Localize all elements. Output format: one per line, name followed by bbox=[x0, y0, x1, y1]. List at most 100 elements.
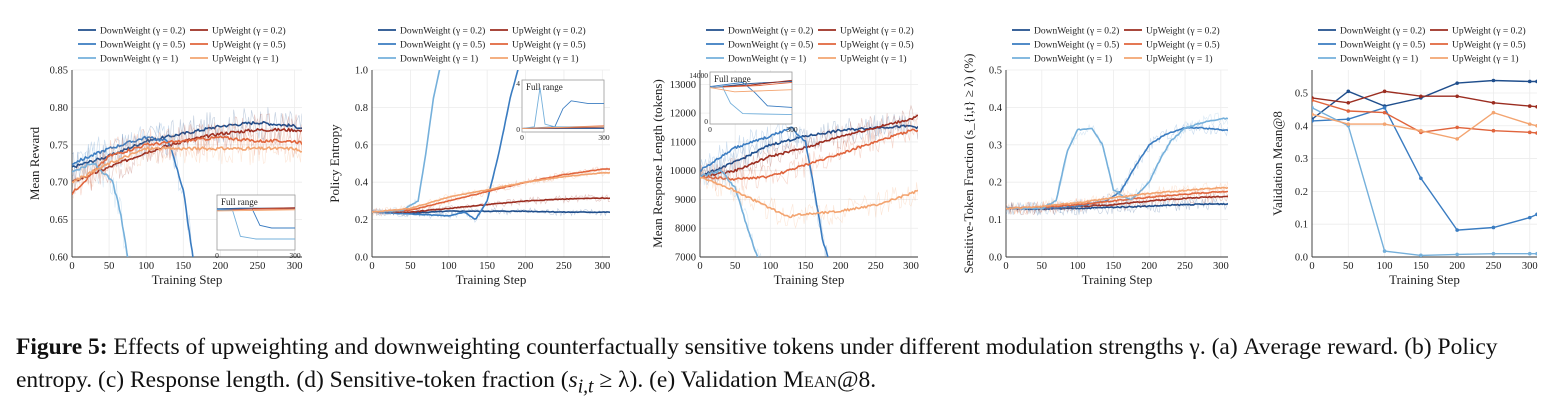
series-point bbox=[1527, 130, 1532, 135]
series-line bbox=[1006, 186, 1228, 210]
series-point bbox=[1419, 94, 1423, 99]
legend-label: DownWeight (γ = 1) bbox=[1340, 54, 1418, 65]
chart-panel-4: 0 50 100 150 200 250 300 0.0 0.1 0.2 0.3 0.4 0.5 Trai… bbox=[961, 26, 1229, 288]
inset-x-tick: 0 bbox=[215, 251, 219, 260]
series-line bbox=[372, 197, 610, 214]
series-line bbox=[1312, 111, 1537, 140]
series-noise-trace bbox=[1006, 185, 1228, 215]
legend-label: UpWeight (γ = 1) bbox=[1146, 54, 1213, 65]
series-point bbox=[1346, 109, 1351, 113]
y-axis-label: Policy Entropy bbox=[327, 124, 342, 203]
legend-label: DownWeight (γ = 1) bbox=[100, 54, 178, 65]
legend-label: DownWeight (γ = 1) bbox=[728, 54, 806, 65]
series-point bbox=[1382, 110, 1387, 115]
inset-full-range: Full range 0 300 0 14000 bbox=[689, 71, 798, 134]
legend-label: DownWeight (γ = 0.2) bbox=[1034, 26, 1119, 37]
x-tick-label: 50 bbox=[1343, 261, 1354, 272]
y-tick-label: 9000 bbox=[675, 195, 696, 206]
series-point bbox=[1535, 131, 1537, 135]
inset-label: Full range bbox=[221, 197, 258, 207]
series-point bbox=[1455, 125, 1459, 130]
series-point bbox=[1419, 176, 1423, 181]
series-point bbox=[1491, 78, 1496, 83]
x-axis-label: Training Step bbox=[152, 272, 223, 287]
legend-label: UpWeight (γ = 0.5) bbox=[512, 40, 586, 51]
x-tick-label: 150 bbox=[1413, 261, 1429, 272]
series-point bbox=[1535, 251, 1537, 256]
inset-series-line bbox=[522, 87, 604, 129]
x-tick-label: 300 bbox=[903, 261, 919, 272]
legend-label: DownWeight (γ = 0.5) bbox=[728, 40, 813, 51]
y-tick-label: 1.0 bbox=[355, 66, 368, 77]
legend-label: DownWeight (γ = 1) bbox=[1034, 54, 1112, 65]
x-tick-label: 100 bbox=[441, 261, 457, 272]
plot-area bbox=[1312, 78, 1537, 257]
y-tick-label: 0.5 bbox=[1295, 88, 1308, 99]
series-point bbox=[1382, 105, 1387, 110]
x-tick-label: 100 bbox=[1377, 261, 1393, 272]
series-point bbox=[1491, 225, 1496, 230]
x-axis-label: Training Step bbox=[1082, 272, 1153, 287]
inset-series-line bbox=[522, 100, 604, 129]
chart-panel-3: 0 50 100 150 200 250 300 7000 8000 9000 10000 11000… bbox=[650, 26, 919, 288]
y-axis-label: Sensitive-Token Fraction (s_{i,t} ≥ λ) (… bbox=[961, 54, 976, 274]
legend-label: UpWeight (γ = 0.2) bbox=[212, 26, 286, 37]
series-point bbox=[1527, 122, 1532, 126]
series-line bbox=[372, 171, 610, 213]
series-noise-trace bbox=[700, 121, 828, 257]
legend-label: DownWeight (γ = 0.5) bbox=[400, 40, 485, 51]
series-noise-trace bbox=[72, 122, 302, 196]
series-line bbox=[72, 135, 194, 257]
x-tick-label: 200 bbox=[1449, 261, 1465, 272]
legend-label: DownWeight (γ = 0.2) bbox=[400, 26, 485, 37]
series-point bbox=[1491, 128, 1496, 133]
series-point bbox=[1312, 119, 1314, 123]
series-point bbox=[1419, 253, 1423, 257]
y-axis-label: Mean Response Length (tokens) bbox=[650, 79, 665, 248]
y-tick-label: 0.0 bbox=[989, 253, 1002, 264]
series-point bbox=[1312, 105, 1314, 110]
x-tick-label: 200 bbox=[1141, 261, 1157, 272]
inset-label: Full range bbox=[714, 74, 751, 84]
legend-label: UpWeight (γ = 0.5) bbox=[840, 40, 914, 51]
caption-label: Figure 5: bbox=[16, 334, 108, 360]
caption-metric-name: Mean@8 bbox=[783, 367, 871, 393]
legend-label: UpWeight (γ = 0.2) bbox=[1146, 26, 1220, 37]
y-tick-label: 0.8 bbox=[355, 103, 368, 114]
series-line bbox=[700, 126, 829, 257]
x-tick-label: 100 bbox=[138, 261, 154, 272]
series-point bbox=[1382, 122, 1387, 126]
series-point bbox=[1455, 252, 1459, 257]
x-tick-label: 0 bbox=[69, 261, 74, 272]
y-tick-label: 0.4 bbox=[355, 178, 369, 189]
legend-label: UpWeight (γ = 1) bbox=[1452, 54, 1519, 65]
x-tick-label: 250 bbox=[250, 261, 266, 272]
series-line bbox=[700, 176, 918, 219]
x-tick-label: 300 bbox=[1522, 261, 1538, 272]
series-point bbox=[1491, 110, 1496, 115]
plot-area bbox=[72, 107, 302, 257]
plot-area bbox=[700, 104, 918, 257]
x-tick-label: 300 bbox=[1213, 261, 1229, 272]
legend-label: UpWeight (γ = 0.5) bbox=[212, 40, 286, 51]
caption-text-4: . bbox=[870, 367, 877, 393]
series-point bbox=[1455, 94, 1459, 99]
x-axis-label: Training Step bbox=[774, 272, 845, 287]
series-point bbox=[1527, 215, 1532, 220]
y-tick-label: 0.2 bbox=[355, 215, 368, 226]
y-tick-label: 0.1 bbox=[1295, 220, 1308, 231]
legend-label: UpWeight (γ = 0.5) bbox=[1452, 40, 1526, 51]
caption-text-1: Effects of upweighting and downweighting… bbox=[16, 334, 1498, 393]
x-tick-label: 150 bbox=[1106, 261, 1122, 272]
series-point bbox=[1382, 89, 1387, 94]
x-tick-label: 250 bbox=[868, 261, 884, 272]
series-point bbox=[1419, 128, 1423, 133]
series-point bbox=[1455, 228, 1459, 232]
series-noise-trace bbox=[700, 104, 918, 185]
y-tick-label: 12000 bbox=[670, 109, 696, 120]
y-tick-label: 0.60 bbox=[50, 253, 68, 264]
inset-x-tick: 0 bbox=[708, 125, 712, 134]
legend-label: UpWeight (γ = 0.2) bbox=[840, 26, 914, 37]
x-tick-label: 50 bbox=[104, 261, 115, 272]
series-noise-trace bbox=[700, 168, 918, 229]
